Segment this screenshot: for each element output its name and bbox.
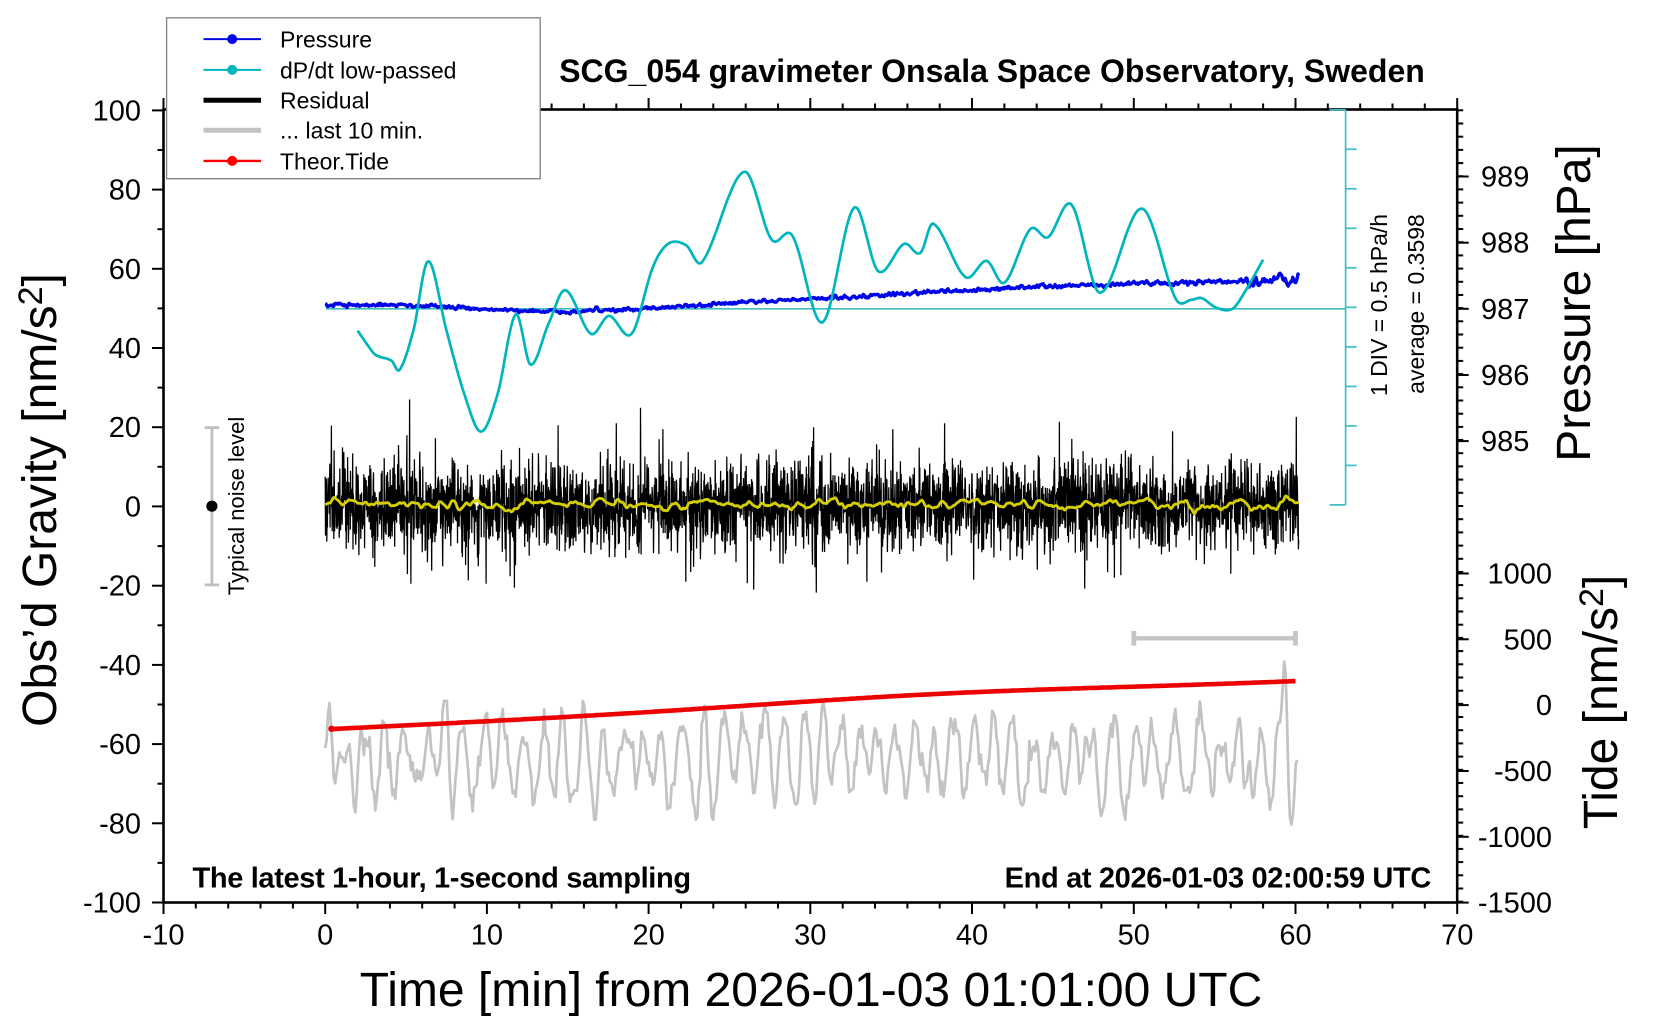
svg-text:500: 500 <box>1504 624 1552 656</box>
svg-text:-1500: -1500 <box>1478 888 1552 920</box>
svg-text:10: 10 <box>471 920 503 952</box>
svg-text:average = 0.3598: average = 0.3598 <box>1403 214 1429 394</box>
svg-text:80: 80 <box>109 175 141 207</box>
svg-text:60: 60 <box>1279 920 1311 952</box>
svg-text:1 DIV = 0.5 hPa/h: 1 DIV = 0.5 hPa/h <box>1366 214 1392 396</box>
svg-text:... last 10 min.: ... last 10 min. <box>280 118 423 144</box>
svg-text:100: 100 <box>93 95 141 127</box>
svg-text:dP/dt low-passed: dP/dt low-passed <box>280 57 456 83</box>
svg-text:End at 2026-01-03 02:00:59 UTC: End at 2026-01-03 02:00:59 UTC <box>1005 863 1432 895</box>
svg-text:-100: -100 <box>83 888 141 920</box>
svg-text:60: 60 <box>109 254 141 286</box>
svg-text:Typical noise level: Typical noise level <box>224 417 249 596</box>
svg-text:985: 985 <box>1481 426 1529 458</box>
svg-text:-60: -60 <box>99 729 141 761</box>
svg-text:20: 20 <box>109 412 141 444</box>
svg-text:986: 986 <box>1481 360 1529 392</box>
svg-text:987: 987 <box>1481 294 1529 326</box>
svg-text:Residual: Residual <box>280 88 370 114</box>
svg-text:-40: -40 <box>99 650 141 682</box>
svg-text:Tide [nm/s2]: Tide [nm/s2] <box>1573 575 1628 830</box>
svg-text:1000: 1000 <box>1487 559 1552 591</box>
svg-text:0: 0 <box>125 492 141 524</box>
svg-text:Theor.Tide: Theor.Tide <box>280 148 389 174</box>
svg-text:SCG_054 gravimeter Onsala Spac: SCG_054 gravimeter Onsala Space Observat… <box>559 53 1425 89</box>
svg-text:-500: -500 <box>1494 756 1552 788</box>
svg-text:Time [min] from 2026-01-03 01:: Time [min] from 2026-01-03 01:01:00 UTC <box>360 964 1263 1017</box>
svg-text:0: 0 <box>1536 690 1552 722</box>
svg-text:-1000: -1000 <box>1478 822 1552 854</box>
svg-text:-20: -20 <box>99 571 141 603</box>
svg-text:20: 20 <box>632 920 664 952</box>
svg-text:988: 988 <box>1481 228 1529 260</box>
svg-text:0: 0 <box>317 920 333 952</box>
svg-text:-80: -80 <box>99 808 141 840</box>
svg-text:70: 70 <box>1441 920 1473 952</box>
svg-text:40: 40 <box>956 920 988 952</box>
svg-text:40: 40 <box>109 333 141 365</box>
svg-text:Pressure: Pressure <box>280 27 372 53</box>
svg-text:Obs’d Gravity [nm/s2]: Obs’d Gravity [nm/s2] <box>12 273 67 727</box>
svg-text:The latest 1-hour, 1-second sa: The latest 1-hour, 1-second sampling <box>193 863 691 895</box>
svg-text:989: 989 <box>1481 162 1529 194</box>
svg-text:-10: -10 <box>143 920 185 952</box>
svg-text:Pressure [hPa]: Pressure [hPa] <box>1548 144 1601 461</box>
svg-text:50: 50 <box>1118 920 1150 952</box>
svg-text:30: 30 <box>794 920 826 952</box>
